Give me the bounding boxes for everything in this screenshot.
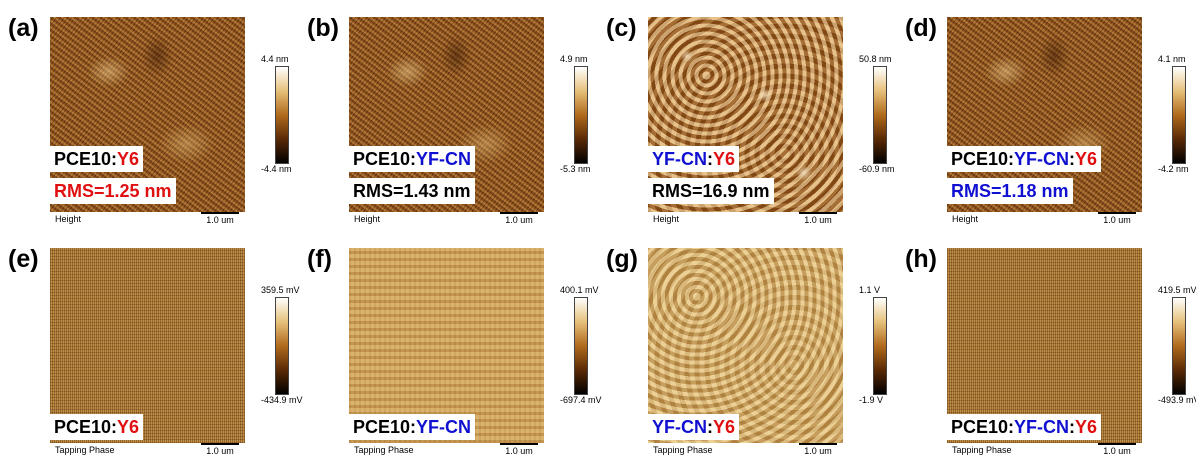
scale-bar: 1.0 um [500,443,538,456]
color-bar [873,66,887,164]
label-segment: Y6 [713,149,736,169]
afm-panel: (c) YF-CN:Y6 RMS=16.9 nm Height 1.0 um 50.8 n… [598,0,897,231]
channel-label: Tapping Phase [952,445,1012,455]
color-bar-max: 400.1 mV [560,285,599,295]
afm-image [349,248,544,443]
color-bar [1172,297,1186,395]
label-segment: PCE10: [353,417,417,437]
label-segment: Y6 [1075,417,1098,437]
afm-image [50,17,245,212]
scale-bar: 1.0 um [201,443,239,456]
color-bar [574,297,588,395]
color-bar-min: -60.9 nm [859,164,895,174]
blend-label: PCE10:YF-CN [349,146,476,172]
label-segment: RMS=1.25 nm [54,181,172,201]
label-segment: : [707,149,713,169]
panel-label: (g) [606,245,638,273]
panel-label: (f) [307,245,332,273]
color-bar [275,66,289,164]
scale-bar: 1.0 um [201,212,239,225]
afm-panel: (f) PCE10:YF-CN Tapping Phase 1.0 um 400.1 m… [299,231,602,462]
color-bar-max: 50.8 nm [859,54,892,64]
color-bar-max: 359.5 mV [261,285,300,295]
color-bar-max: 4.4 nm [261,54,289,64]
label-segment: : [1069,149,1076,169]
scale-bar: 1.0 um [1098,443,1136,456]
color-bar-min: -434.9 mV [261,395,303,405]
color-bar-min: -697.4 mV [560,395,602,405]
color-bar-min: -1.9 V [859,395,884,405]
color-bar [1172,66,1186,164]
channel-label: Height [653,214,680,224]
label-segment: YF-CN [416,149,472,169]
label-segment: YF-CN [1014,149,1070,169]
color-bar-max: 4.9 nm [560,54,588,64]
label-segment: Y6 [1075,149,1098,169]
afm-panel: (d) PCE10:YF-CN:Y6 RMS=1.18 nm Height 1.0 um… [897,0,1196,231]
rms-label: RMS=1.18 nm [947,178,1073,204]
label-segment: : [1069,417,1076,437]
color-bar [574,66,588,164]
panel-label: (e) [8,245,39,273]
label-segment: PCE10: [54,149,118,169]
color-bar [873,297,887,395]
label-segment: PCE10: [54,417,118,437]
label-segment: : [707,417,713,437]
label-segment: RMS=1.43 nm [353,181,471,201]
color-bar-min: -4.4 nm [261,164,292,174]
label-segment: PCE10: [951,149,1015,169]
color-bar-max: 4.1 nm [1158,54,1186,64]
panel-label: (b) [307,14,339,42]
label-segment: RMS=1.18 nm [951,181,1069,201]
afm-image [947,248,1142,443]
label-segment: PCE10: [951,417,1015,437]
label-segment: RMS=16.9 nm [652,181,770,201]
blend-label: PCE10:YF-CN:Y6 [947,414,1102,440]
channel-label: Tapping Phase [354,445,414,455]
color-bar-min: -493.9 mV [1158,395,1196,405]
channel-label: Height [55,214,82,224]
label-segment: YF-CN [416,417,472,437]
label-segment: YF-CN [652,417,707,437]
color-bar-max: 1.1 V [859,285,881,295]
afm-panel: (e) PCE10:Y6 Tapping Phase 1.0 um 359.5 mV -4… [0,231,303,462]
channel-label: Tapping Phase [653,445,713,455]
channel-label: Tapping Phase [55,445,115,455]
blend-label: PCE10:YF-CN:Y6 [947,146,1102,172]
rms-label: RMS=1.25 nm [50,178,176,204]
label-segment: Y6 [117,417,140,437]
afm-image [50,248,245,443]
afm-panel: (g) YF-CN:Y6 Tapping Phase 1.0 um 1.1 V -1.9 … [598,231,897,462]
label-segment: YF-CN [1014,417,1070,437]
color-bar-min: -4.2 nm [1158,164,1189,174]
blend-label: YF-CN:Y6 [648,146,740,172]
label-segment: YF-CN [652,149,707,169]
color-bar-max: 419.5 mV [1158,285,1196,295]
scale-bar: 1.0 um [799,443,837,456]
channel-label: Height [952,214,979,224]
afm-panel: (b) PCE10:YF-CN RMS=1.43 nm Height 1.0 um 4.9… [299,0,598,231]
channel-label: Height [354,214,381,224]
scale-bar: 1.0 um [1098,212,1136,225]
blend-label: PCE10:Y6 [50,146,144,172]
label-segment: PCE10: [353,149,417,169]
color-bar [275,297,289,395]
color-bar-min: -5.3 nm [560,164,591,174]
afm-panel: (h) PCE10:YF-CN:Y6 Tapping Phase 1.0 um 419.… [897,231,1196,462]
scale-bar: 1.0 um [500,212,538,225]
afm-panel: (a) PCE10:Y6 RMS=1.25 nm Height 1.0 um 4.4 nm… [0,0,299,231]
blend-label: PCE10:YF-CN [349,414,476,440]
afm-image [648,248,843,443]
blend-label: YF-CN:Y6 [648,414,740,440]
scale-bar: 1.0 um [799,212,837,225]
rms-label: RMS=1.43 nm [349,178,475,204]
panel-label: (h) [905,245,937,273]
blend-label: PCE10:Y6 [50,414,144,440]
label-segment: Y6 [713,417,736,437]
panel-label: (d) [905,14,937,42]
rms-label: RMS=16.9 nm [648,178,774,204]
label-segment: Y6 [117,149,140,169]
panel-label: (c) [606,14,637,42]
panel-label: (a) [8,14,39,42]
